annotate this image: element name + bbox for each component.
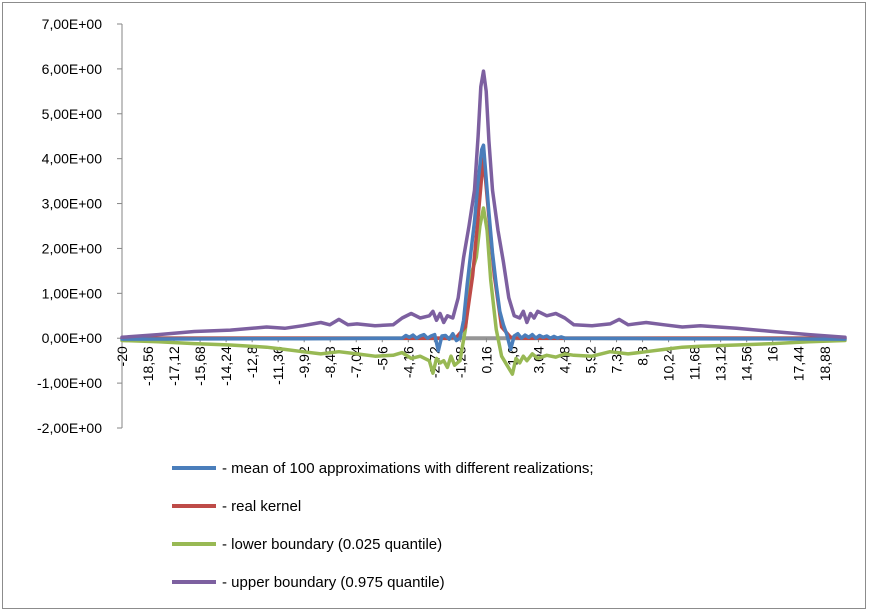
x-tick-label: 16 bbox=[765, 346, 781, 362]
legend: - mean of 100 approximations with differ… bbox=[172, 460, 594, 591]
series-upper-boundary-line bbox=[120, 69, 847, 340]
x-tick-label: -18,56 bbox=[140, 346, 156, 386]
legend-label: - lower boundary (0.025 quantile) bbox=[222, 536, 442, 553]
x-tick-label: -5,6 bbox=[374, 346, 390, 370]
y-tick-label: 6,00E+00 bbox=[42, 61, 103, 77]
y-tick-label: 2,00E+00 bbox=[42, 240, 103, 256]
series-layer bbox=[120, 69, 847, 376]
x-tick-label: 8,8 bbox=[635, 346, 651, 366]
y-tick-label: 5,00E+00 bbox=[42, 106, 103, 122]
y-tick-label: -2,00E+00 bbox=[37, 420, 102, 436]
x-tick-label: -11,36 bbox=[270, 346, 286, 385]
y-tick-label: 7,00E+00 bbox=[42, 16, 103, 32]
x-tick-label: 10,24 bbox=[661, 346, 677, 381]
x-tick-label: 4,48 bbox=[556, 346, 572, 373]
series-mean-line bbox=[120, 143, 847, 353]
x-tick-label: 0,16 bbox=[478, 346, 494, 373]
legend-item-real-kernel: - real kernel bbox=[172, 498, 301, 515]
x-tick-label: -20 bbox=[114, 346, 130, 366]
legend-label: - mean of 100 approximations with differ… bbox=[222, 460, 594, 477]
y-tick-label: 0,00E+00 bbox=[42, 330, 103, 346]
legend-item-lower-boundary: - lower boundary (0.025 quantile) bbox=[172, 536, 442, 553]
y-tick-label: 3,00E+00 bbox=[42, 196, 103, 212]
legend-item-upper-boundary: - upper boundary (0.975 quantile) bbox=[172, 574, 445, 591]
x-tick-label: 17,44 bbox=[791, 346, 807, 381]
x-tick-label: -7,04 bbox=[348, 346, 364, 378]
series-lower-boundary-line bbox=[120, 206, 847, 376]
x-tick-label: 14,56 bbox=[739, 346, 755, 381]
x-tick-label: -14,24 bbox=[218, 346, 234, 386]
x-tick-label: 18,88 bbox=[817, 346, 833, 381]
x-tick-label: -15,68 bbox=[192, 346, 208, 386]
legend-label: - real kernel bbox=[222, 498, 301, 515]
y-tick-label: 1,00E+00 bbox=[42, 285, 103, 301]
x-tick-label: -12,8 bbox=[244, 346, 260, 378]
x-tick-label: 5,92 bbox=[583, 346, 599, 373]
y-tick-label: 4,00E+00 bbox=[42, 151, 103, 167]
y-tick-label: -1,00E+00 bbox=[37, 375, 102, 391]
series-real-kernel-line bbox=[120, 156, 847, 340]
x-tick-label: 11,68 bbox=[687, 346, 703, 380]
x-tick-label: 13,12 bbox=[713, 346, 729, 381]
axes: 7,00E+00 6,00E+00 5,00E+00 4,00E+00 3,00E+00… bbox=[37, 16, 845, 436]
x-tick-label: -17,12 bbox=[166, 346, 182, 386]
legend-item-mean: - mean of 100 approximations with differ… bbox=[172, 460, 594, 477]
x-tick-label: -4,16 bbox=[400, 346, 416, 378]
legend-label: - upper boundary (0.975 quantile) bbox=[222, 574, 445, 591]
